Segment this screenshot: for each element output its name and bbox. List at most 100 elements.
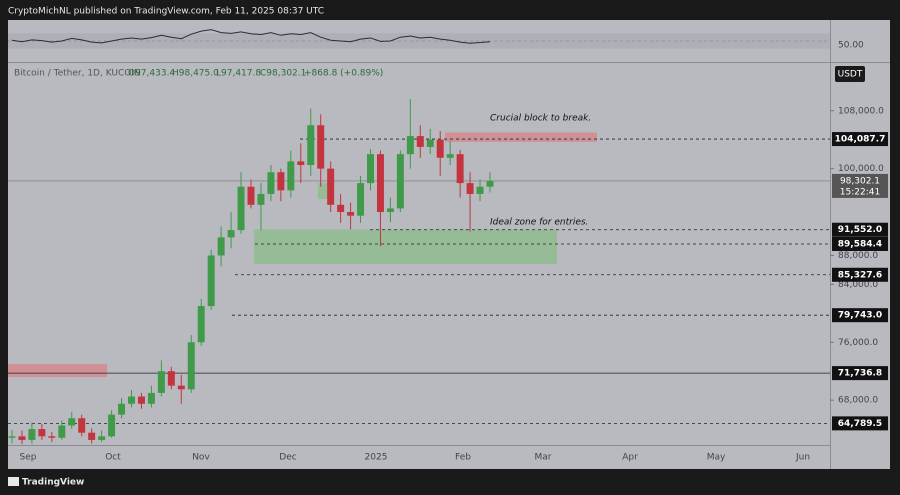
candle-body	[147, 392, 155, 404]
last-price-box	[832, 173, 888, 198]
candle-body	[436, 139, 444, 158]
candle-body	[267, 172, 275, 194]
candle-body	[327, 168, 335, 205]
level-label-box	[832, 308, 888, 323]
currency-box[interactable]	[835, 66, 865, 82]
candle-body	[128, 396, 135, 404]
level-label-box	[832, 222, 888, 237]
level-label: 91,552.0	[838, 225, 882, 235]
legend-value: C98,302.1	[260, 69, 306, 79]
candle-body	[217, 237, 225, 256]
candle-body	[48, 436, 56, 438]
candle-body	[476, 186, 484, 194]
candle-body	[307, 125, 315, 166]
x-tick-label: Dec	[279, 453, 296, 463]
candle-body	[317, 125, 325, 169]
zone	[445, 132, 597, 142]
level-label: 104,087.7	[835, 135, 886, 145]
candle-body	[108, 414, 116, 437]
candle-body	[416, 136, 424, 147]
candle-body	[197, 306, 205, 343]
candle-body	[486, 180, 494, 187]
level-label: 85,327.6	[838, 270, 882, 280]
legend-value: +868.8 (+0.89%)	[304, 69, 383, 79]
candle-body	[367, 154, 374, 184]
candle-body	[277, 172, 285, 191]
candle-body	[187, 342, 195, 390]
candle-body	[8, 436, 16, 438]
level-label-box	[832, 416, 888, 431]
candle-body	[337, 204, 345, 213]
countdown: 15:22:41	[840, 187, 880, 197]
candle-body	[247, 186, 255, 205]
x-tick-label: Feb	[455, 453, 471, 463]
y-tick-label: 108,000.0	[838, 106, 884, 116]
x-tick-label: Sep	[20, 453, 37, 463]
candle-body	[386, 208, 394, 213]
candle-body	[157, 371, 165, 393]
candle-body	[406, 136, 414, 155]
candle-body	[88, 432, 96, 440]
legend-value: H98,475.0	[172, 69, 219, 79]
x-tick-label: 2025	[365, 453, 388, 463]
y-tick-label: 88,000.0	[838, 251, 878, 261]
zone	[8, 363, 107, 377]
oscillator-band	[8, 33, 830, 49]
last-price-label: 98,302.1	[840, 176, 880, 186]
candle-body	[466, 183, 474, 194]
candle-body	[177, 385, 185, 390]
candle-body	[396, 154, 404, 209]
candle-body	[78, 418, 86, 433]
candle-body	[167, 371, 175, 386]
candle-body	[118, 403, 126, 415]
candle-body	[137, 396, 145, 404]
level-label: 89,584.4	[838, 239, 882, 249]
level-label-box	[832, 132, 888, 147]
candle-body	[68, 418, 76, 426]
y-tick-label: 76,000.0	[838, 338, 878, 348]
annotation: Crucial block to break.	[490, 114, 591, 124]
candle-body	[18, 436, 26, 440]
candle-body	[38, 429, 46, 437]
legend-value: L97,417.8	[216, 69, 261, 79]
candle-body	[297, 161, 305, 166]
annotation: Ideal zone for entries.	[490, 218, 588, 228]
candle-body	[376, 154, 384, 213]
candle-body	[426, 139, 434, 147]
symbol: Bitcoin / Tether, 1D, KUCOIN	[14, 69, 141, 79]
legend-value: O97,433.4	[128, 69, 175, 79]
x-tick-label: May	[707, 453, 726, 463]
currency: USDT	[838, 70, 863, 80]
level-label-box	[832, 236, 888, 251]
candle-body	[237, 186, 245, 231]
x-tick-label: Oct	[105, 453, 121, 463]
candle-body	[227, 230, 235, 238]
candle-body	[446, 154, 454, 158]
level-label-box	[832, 267, 888, 282]
candle-body	[207, 255, 215, 307]
candle-body	[257, 193, 265, 205]
candle-body	[58, 425, 66, 438]
oscillator-level-label: 50.00	[838, 41, 864, 51]
header-text: CryptoMichNL published on TradingView.co…	[8, 7, 324, 17]
brand-logo	[8, 477, 19, 486]
candle-body	[28, 429, 36, 440]
level-label: 64,789.5	[838, 419, 882, 429]
x-tick-label: Nov	[192, 453, 210, 463]
level-label-box	[832, 366, 888, 381]
y-tick-label: 68,000.0	[838, 396, 878, 406]
level-label: 79,743.0	[838, 311, 882, 321]
x-tick-label: Jun	[795, 453, 810, 463]
x-tick-label: Apr	[622, 453, 638, 463]
candle-body	[357, 183, 365, 216]
level-label: 71,736.8	[838, 369, 882, 379]
footer-brand: TradingView	[22, 478, 84, 488]
y-tick-label: 100,000.0	[838, 164, 884, 174]
candle-body	[456, 154, 464, 184]
y-tick-label: 84,000.0	[838, 280, 878, 290]
time-axis	[8, 445, 890, 469]
candle-body	[287, 161, 295, 191]
zone	[254, 229, 557, 265]
candle-body	[347, 212, 355, 216]
